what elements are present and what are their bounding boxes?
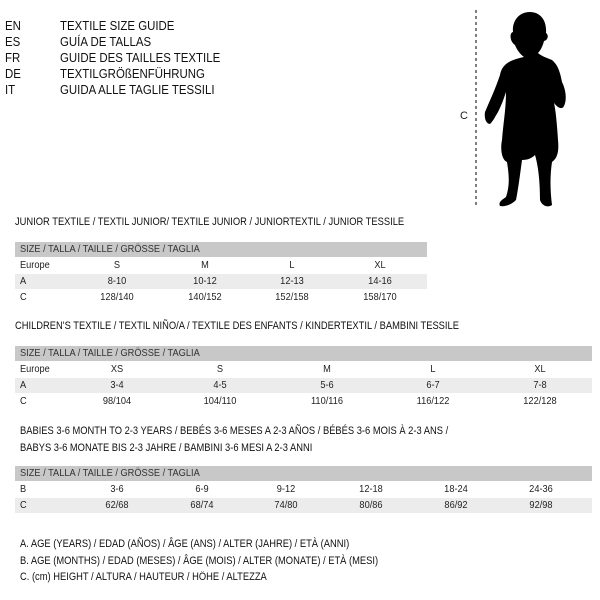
language-title: GUÍA DE TALLAS	[60, 34, 152, 49]
babies-title-line2: BABYS 3-6 MONATE BIS 2-3 JAHRE / BAMBINI…	[20, 442, 313, 454]
table-cell: XL	[374, 259, 386, 271]
table-cell: M	[323, 363, 331, 375]
language-title: TEXTILE SIZE GUIDE	[60, 18, 175, 33]
table-cell: 10-12	[193, 275, 217, 287]
table-cell: 8-10	[107, 275, 127, 287]
height-label: C	[460, 110, 468, 122]
table-cell: 140/152	[188, 291, 222, 303]
table-row: C 128/140 140/152 152/158 158/170	[15, 290, 427, 305]
table-cell: 12-18	[359, 483, 383, 495]
table-cell: 86/92	[444, 499, 468, 511]
size-header-row: SIZE / TALLA / TAILLE / GRÖSSE / TAGLIA	[15, 466, 592, 481]
table-cell: 98/104	[102, 395, 132, 407]
table-cell: 116/122	[416, 395, 450, 407]
row-label: B	[20, 483, 27, 495]
table-cell: 12-13	[280, 275, 304, 287]
table-cell: 5-6	[320, 379, 334, 391]
table-cell: 6-9	[195, 483, 209, 495]
table-row: C 62/68 68/74 74/80 80/86 86/92 92/98	[15, 498, 592, 513]
table-cell: 7-8	[533, 379, 547, 391]
language-code: ES	[5, 34, 21, 49]
table-cell: S	[216, 363, 224, 375]
table-cell: S	[113, 259, 121, 271]
table-row: A 3-4 4-5 5-6 6-7 7-8	[15, 378, 592, 393]
table-row: B 3-6 6-9 9-12 12-18 18-24 24-36	[15, 482, 592, 497]
table-cell: M	[201, 259, 209, 271]
legend-line: C. (cm) HEIGHT / ALTURA / HAUTEUR / HÖHE…	[20, 571, 267, 583]
table-cell: 9-12	[276, 483, 296, 495]
table-cell: 152/158	[275, 291, 309, 303]
table-cell: 110/116	[310, 395, 344, 407]
table-cell: 92/98	[529, 499, 553, 511]
size-header-label: SIZE / TALLA / TAILLE / GRÖSSE / TAGLIA	[20, 347, 200, 359]
language-code: DE	[5, 66, 21, 81]
table-cell: 158/170	[363, 291, 397, 303]
table-cell: L	[289, 259, 295, 271]
legend-line: B. AGE (MONTHS) / EDAD (MESES) / ÂGE (MO…	[20, 554, 379, 567]
table-cell: 18-24	[444, 483, 468, 495]
table-cell: 122/128	[523, 395, 557, 407]
table-row: Europe XS S M L XL	[15, 362, 592, 377]
table-cell: 128/140	[100, 291, 134, 303]
language-code: EN	[5, 18, 21, 33]
table-cell: 4-5	[213, 379, 227, 391]
row-label: C	[20, 395, 27, 407]
table-row: A 8-10 10-12 12-13 14-16	[15, 274, 427, 289]
language-title: GUIDE DES TAILLES TEXTILE	[60, 50, 221, 65]
size-header-label: SIZE / TALLA / TAILLE / GRÖSSE / TAGLIA	[20, 467, 200, 479]
language-code: FR	[5, 50, 21, 65]
row-label: C	[20, 291, 27, 303]
table-cell: L	[430, 363, 436, 375]
table-cell: 3-4	[110, 379, 124, 391]
table-cell: 24-36	[529, 483, 553, 495]
table-cell: 68/74	[190, 499, 214, 511]
table-cell: 74/80	[274, 499, 298, 511]
size-header-row: SIZE / TALLA / TAILLE / GRÖSSE / TAGLIA	[15, 242, 427, 257]
size-header-row: SIZE / TALLA / TAILLE / GRÖSSE / TAGLIA	[15, 346, 592, 361]
row-label: A	[20, 275, 27, 287]
junior-title: JUNIOR TEXTILE / TEXTIL JUNIOR/ TEXTILE …	[15, 216, 405, 228]
table-row: C 98/104 104/110 110/116 116/122 122/128	[15, 394, 592, 409]
table-cell: 80/86	[359, 499, 383, 511]
table-cell: XL	[534, 363, 546, 375]
language-code: IT	[5, 82, 16, 97]
language-title: TEXTILGRÖßENFÜHRUNG	[60, 66, 205, 81]
language-title: GUIDA ALLE TAGLIE TESSILI	[60, 82, 215, 97]
row-label: C	[20, 499, 27, 511]
children-title: CHILDREN'S TEXTILE / TEXTIL NIÑO/A / TEX…	[15, 320, 459, 332]
table-cell: XS	[110, 363, 124, 375]
row-label: A	[20, 379, 27, 391]
babies-title-line1: BABIES 3-6 MONTH TO 2-3 YEARS / BEBÉS 3-…	[20, 425, 449, 437]
row-label: Europe	[20, 259, 50, 271]
table-cell: 62/68	[105, 499, 129, 511]
row-label: Europe	[20, 363, 50, 375]
table-cell: 14-16	[368, 275, 392, 287]
table-cell: 6-7	[426, 379, 440, 391]
baby-silhouette-icon: C	[460, 10, 566, 207]
legend-line: A. AGE (YEARS) / EDAD (AÑOS) / ÂGE (ANS)…	[20, 538, 350, 550]
table-cell: 104/110	[203, 395, 237, 407]
table-cell: 3-6	[110, 483, 124, 495]
table-row: Europe S M L XL	[15, 258, 427, 273]
size-header-label: SIZE / TALLA / TAILLE / GRÖSSE / TAGLIA	[20, 243, 200, 255]
